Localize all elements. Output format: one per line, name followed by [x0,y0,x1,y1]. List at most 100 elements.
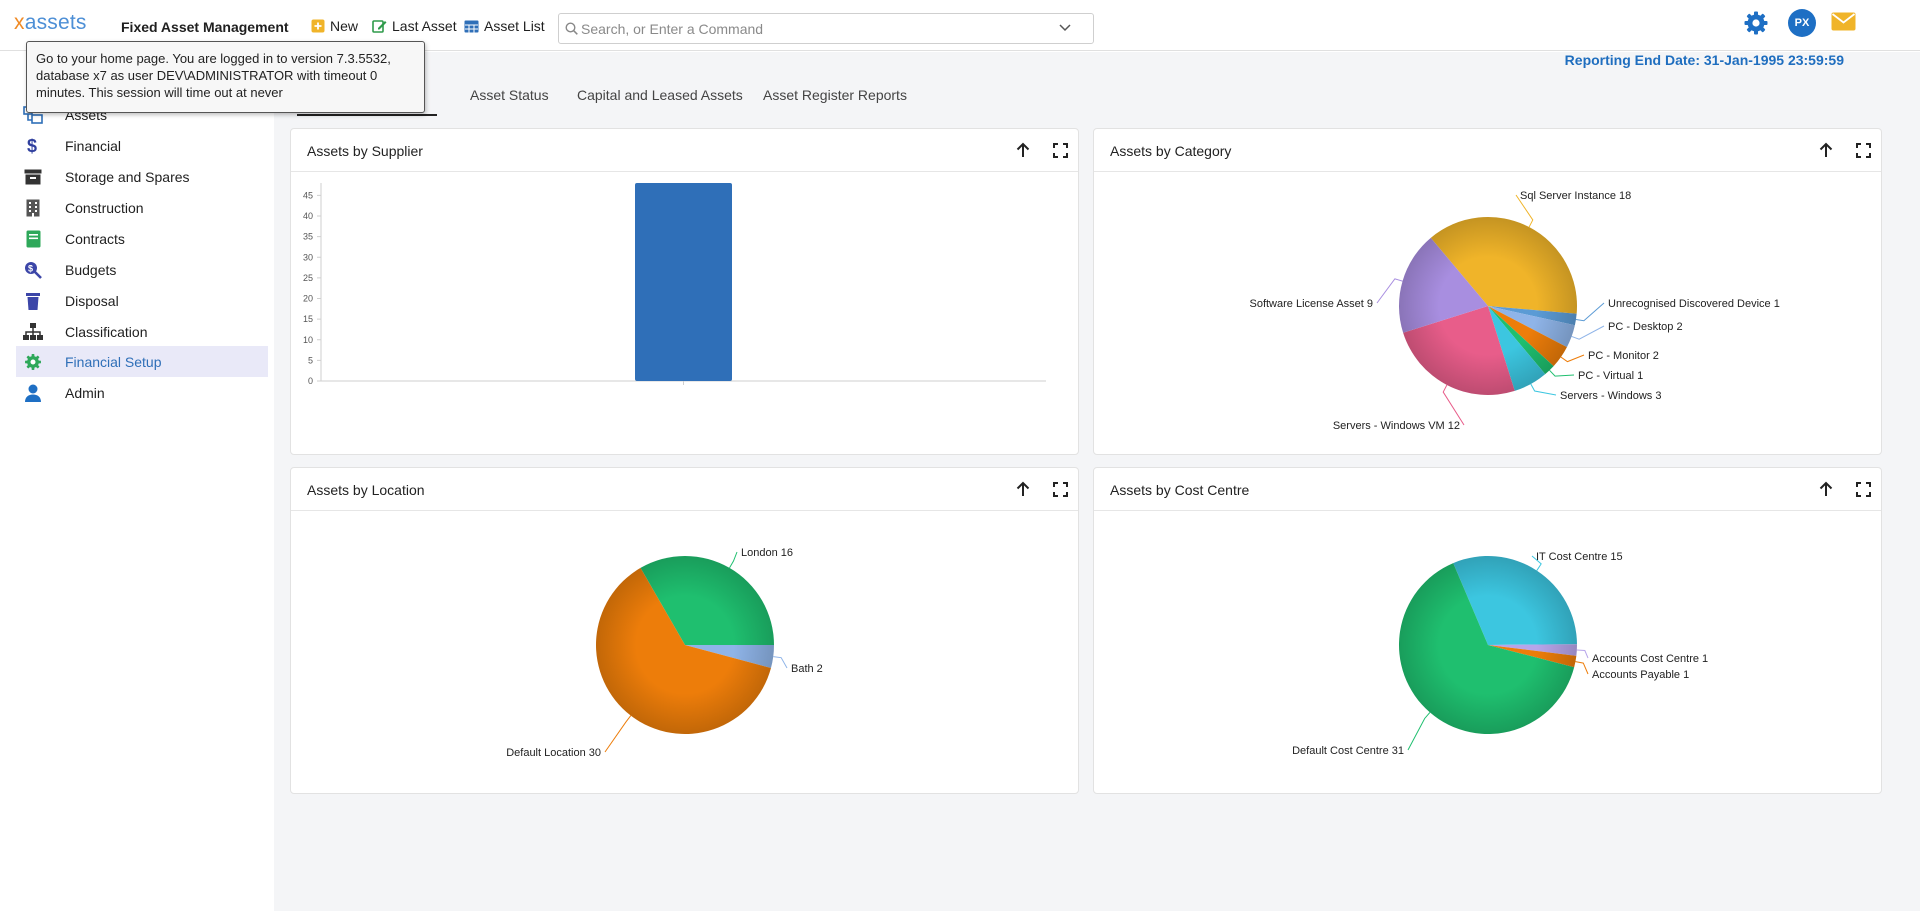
sidebar: Assets $ Financial Storage and Spares Co… [0,52,274,911]
leader-line [1575,302,1605,322]
sidebar-item-budgets[interactable]: $ Budgets [16,254,268,285]
y-tick-label: 25 [303,273,313,283]
home-tooltip: Go to your home page. You are logged in … [26,41,425,113]
sidebar-item-financial-setup[interactable]: Financial Setup [16,346,268,377]
sidebar-item-financial[interactable]: $ Financial [16,130,268,161]
move-up-button[interactable] [1815,478,1837,500]
search-input[interactable] [581,19,1051,39]
xassets-logo[interactable]: xassets [14,11,87,35]
logo-x: x [14,11,25,34]
slice-label: PC - Virtual 1 [1578,370,1643,382]
trash-icon [22,290,44,312]
card-assets-by-category: Assets by Category Sql Server Instance 1… [1093,128,1882,455]
last-asset-label: Last Asset [392,18,457,34]
sidebar-item-disposal[interactable]: Disposal [16,285,268,316]
mail-icon[interactable] [1831,12,1856,31]
sidebar-item-label: Financial Setup [65,353,162,370]
sidebar-item-classification[interactable]: Classification [16,316,268,347]
sidebar-item-label: Construction [65,199,144,216]
card-title: Assets by Supplier [307,143,423,159]
sidebar-item-admin[interactable]: Admin [16,377,268,408]
active-tab-underline [297,114,437,116]
slice-label: Sql Server Instance 18 [1520,190,1631,202]
pie-slice [1488,306,1575,348]
expand-button[interactable] [1049,478,1071,500]
y-tick-label: 0 [308,376,313,386]
leader-line [1560,354,1585,363]
new-label: New [330,18,359,34]
slice-label: Software License Asset 9 [1249,298,1373,310]
leader-line [1376,278,1403,304]
slice-label: Bath 2 [791,663,823,675]
last-asset-button[interactable]: Last Asset [372,18,457,34]
leader-line [604,715,632,753]
slice-label: Default Location 30 [506,747,601,759]
slice-label: Unrecognised Discovered Device 1 [1608,298,1780,310]
leader-line [1515,194,1534,228]
expand-button[interactable] [1049,139,1071,161]
main-content: Reporting End Date: 31-Jan-1995 23:59:59… [274,52,1920,911]
arrow-up-icon [1016,481,1030,496]
pie-slice [1403,306,1515,395]
y-tick-label: 20 [303,294,313,304]
card-assets-by-cost-centre: Assets by Cost Centre IT Cost Centre 15 A… [1093,467,1882,794]
move-up-button[interactable] [1012,139,1034,161]
slice-label: PC - Monitor 2 [1588,350,1659,362]
card-header: Assets by Cost Centre [1094,468,1881,511]
slice-label: Accounts Payable 1 [1592,669,1689,681]
tab-asset-register-reports[interactable]: Asset Register Reports [763,87,907,103]
card-assets-by-supplier: Assets by Supplier 0 5 10 15 20 25 30 35 40 45 [290,128,1079,455]
pie-slice [1399,237,1488,333]
pie-slice [1488,306,1577,326]
pie-slice [640,556,774,645]
leader-line [1407,712,1431,751]
settings-icon[interactable] [1743,10,1769,36]
svg-text:$: $ [27,136,37,156]
slice-label: Servers - Windows VM 12 [1333,420,1460,432]
move-up-button[interactable] [1012,478,1034,500]
plus-square-icon [311,19,325,33]
tab-asset-status[interactable]: Asset Status [470,87,549,103]
pie-slice [1488,306,1554,375]
app-title: Fixed Asset Management [121,19,289,35]
leader-line [1549,369,1575,377]
sidebar-item-label: Contracts [65,230,125,247]
sidebar-item-storage[interactable]: Storage and Spares [16,161,268,192]
dollar-icon: $ [22,135,44,157]
sidebar-item-contracts[interactable]: Contracts [16,223,268,254]
expand-icon [1855,481,1871,497]
expand-button[interactable] [1852,478,1874,500]
chevron-down-icon[interactable] [1059,24,1071,32]
y-tick-label: 5 [308,355,313,365]
pie-slice [1488,306,1567,367]
command-search[interactable] [558,13,1094,44]
slice-label: Default Cost Centre 31 [1292,745,1404,757]
y-tick-label: 30 [303,252,313,262]
asset-list-button[interactable]: Asset List [464,18,545,34]
y-tick-label: 45 [303,190,313,200]
table-icon [464,20,479,33]
leader-line [729,551,738,569]
pie-slice [1453,556,1577,645]
slice-label: Servers - Windows 3 [1560,390,1661,402]
sidebar-item-construction[interactable]: Construction [16,192,268,223]
leader-line [1530,383,1557,396]
pie-slice [596,567,771,734]
y-tick-label: 10 [303,335,313,345]
user-avatar[interactable]: PX [1788,9,1816,37]
logo-text: assets [24,11,87,34]
search-icon [565,22,578,35]
pie-slice [685,645,774,669]
search-dollar-icon: $ [22,259,44,281]
book-icon [22,228,44,250]
arrow-up-icon [1016,142,1030,157]
sidebar-item-label: Classification [65,323,148,340]
slice-label: London 16 [741,547,793,559]
leader-line [1442,384,1465,426]
new-button[interactable]: New [311,18,358,34]
tab-capital-leased[interactable]: Capital and Leased Assets [577,87,743,103]
move-up-button[interactable] [1815,139,1837,161]
expand-button[interactable] [1852,139,1874,161]
y-tick-label: 40 [303,211,313,221]
sitemap-icon [22,321,44,343]
